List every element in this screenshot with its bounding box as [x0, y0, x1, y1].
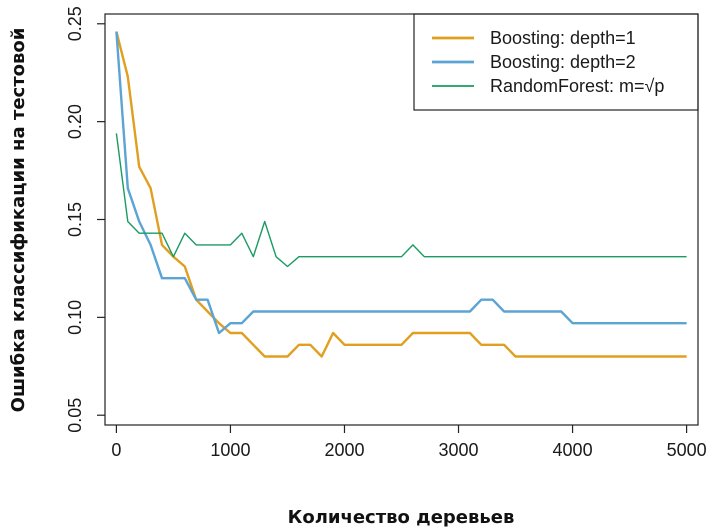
series-line-2 [115, 31, 687, 335]
legend-box [413, 13, 699, 111]
x-tick-label: 1000 [210, 440, 250, 460]
y-tick-label: 0.20 [65, 104, 85, 139]
legend-label-2: Boosting: depth=2 [490, 52, 636, 72]
x-tick-label: 3000 [438, 440, 478, 460]
y-tick-label: 0.15 [65, 202, 85, 237]
y-axis-title: Ошибка классификации на тестовой [8, 28, 29, 413]
x-tick-label: 0 [111, 440, 121, 460]
x-tick-label: 5000 [667, 440, 707, 460]
legend-label-3: RandomForest: m=√p [490, 76, 664, 96]
legend-label-1: Boosting: depth=1 [490, 28, 636, 48]
x-axis: 0 1000 2000 3000 4000 5000 [111, 425, 707, 460]
x-tick-label: 2000 [324, 440, 364, 460]
y-tick-label: 0.05 [65, 398, 85, 433]
y-tick-label: 0.10 [65, 300, 85, 335]
series-line-1 [115, 31, 687, 358]
y-tick-label: 0.25 [65, 6, 85, 41]
series-line-3 [115, 133, 687, 268]
y-axis: 0.05 0.10 0.15 0.20 0.25 [65, 6, 105, 433]
legend: Boosting: depth=1 Boosting: depth=2 Random… [413, 13, 699, 111]
x-axis-title: Количество деревьев [288, 507, 515, 528]
x-tick-label: 4000 [553, 440, 593, 460]
series-layer [115, 31, 687, 358]
